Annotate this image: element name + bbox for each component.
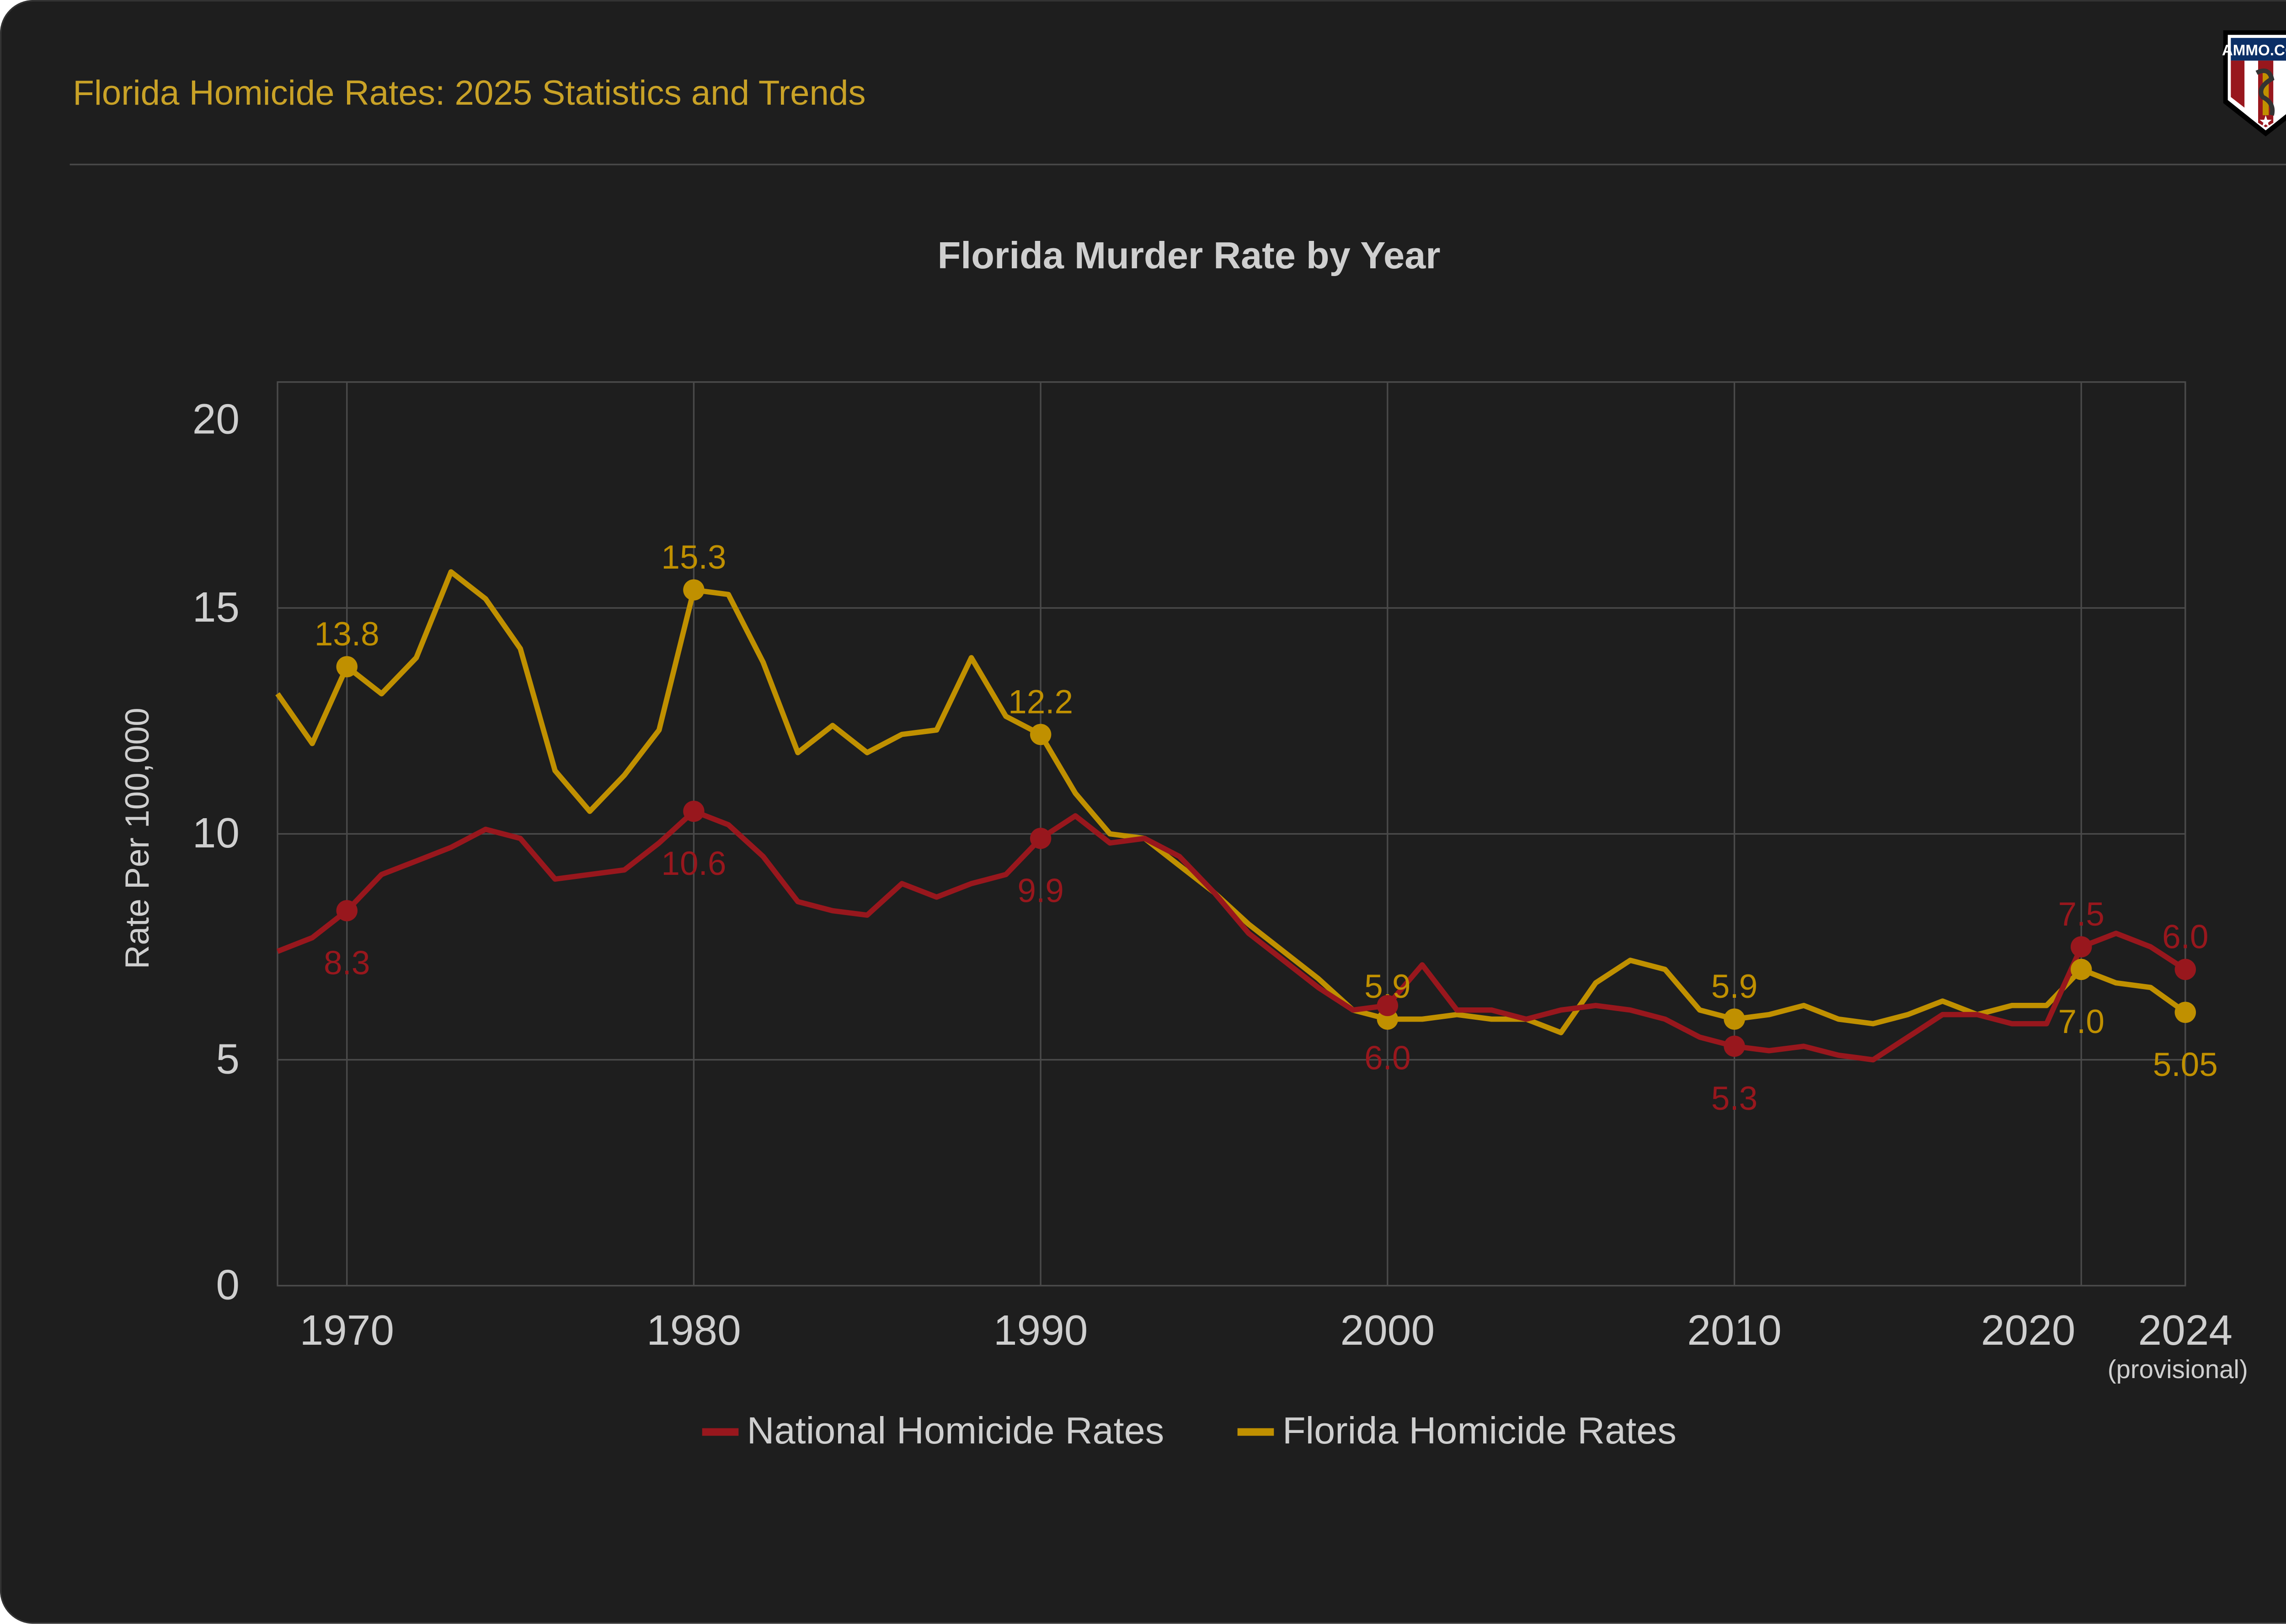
y-axis-label: Rate Per 100,000 bbox=[119, 708, 156, 969]
x-tick-label: 2024 bbox=[2138, 1306, 2233, 1354]
x-tick-label: 1990 bbox=[993, 1306, 1088, 1354]
x-tick-label: 1980 bbox=[646, 1306, 741, 1354]
legend-swatch-national bbox=[701, 1428, 738, 1436]
data-point bbox=[1724, 1008, 1745, 1030]
data-point bbox=[1030, 828, 1052, 849]
data-label: 8.3 bbox=[324, 945, 370, 982]
data-label: 10.6 bbox=[661, 845, 726, 882]
data-point bbox=[1724, 1035, 1745, 1057]
data-label: 5.3 bbox=[1711, 1080, 1757, 1117]
data-label: 7.5 bbox=[2058, 896, 2104, 933]
x-tick-sublabel: (provisional) bbox=[2108, 1355, 2248, 1384]
data-label: 6.0 bbox=[1364, 1039, 1410, 1076]
legend-item-florida[interactable]: Florida Homicide Rates bbox=[1237, 1410, 1677, 1454]
data-label: 7.0 bbox=[2058, 1003, 2104, 1040]
page-title: Florida Homicide Rates: 2025 Statistics … bbox=[73, 73, 866, 112]
y-tick-label: 20 bbox=[192, 395, 240, 443]
y-tick-label: 15 bbox=[192, 583, 240, 631]
legend-swatch-florida bbox=[1237, 1428, 1274, 1436]
data-point bbox=[1377, 995, 1399, 1017]
data-label: 15.3 bbox=[661, 539, 726, 576]
data-point bbox=[336, 656, 358, 677]
legend-item-national[interactable]: National Homicide Rates bbox=[701, 1410, 1164, 1454]
legend-label: Florida Homicide Rates bbox=[1282, 1410, 1677, 1453]
data-label: 5.05 bbox=[2153, 1046, 2218, 1083]
data-label: 12.2 bbox=[1008, 683, 1073, 720]
legend-label: National Homicide Rates bbox=[747, 1410, 1164, 1453]
data-point bbox=[2070, 936, 2092, 958]
data-label: 9.9 bbox=[1017, 873, 1063, 910]
data-point bbox=[683, 579, 705, 601]
data-point bbox=[683, 800, 705, 822]
chart-title: Florida Murder Rate by Year bbox=[937, 235, 1441, 278]
data-point bbox=[2070, 958, 2092, 980]
ammo-com-logo: AMMO.COM bbox=[2222, 30, 2286, 137]
data-point bbox=[2174, 958, 2196, 980]
x-tick-label: 2010 bbox=[1687, 1306, 1782, 1354]
data-label: 5.9 bbox=[1711, 968, 1757, 1005]
legend: National Homicide Rates Florida Homicide… bbox=[0, 1410, 2286, 1454]
data-label: 6.0 bbox=[2162, 918, 2208, 955]
y-tick-label: 10 bbox=[192, 809, 240, 857]
data-point bbox=[336, 900, 358, 921]
series-line-national bbox=[276, 809, 2187, 1063]
x-tick-label: 2000 bbox=[1341, 1306, 1435, 1354]
svg-text:AMMO.COM: AMMO.COM bbox=[2222, 42, 2286, 59]
data-point bbox=[1030, 724, 1052, 745]
header-divider bbox=[69, 164, 2286, 165]
data-label: 13.8 bbox=[315, 616, 379, 653]
y-tick-label: 0 bbox=[216, 1261, 240, 1309]
series-line-florida bbox=[275, 569, 2187, 1036]
x-tick-label: 1970 bbox=[299, 1306, 394, 1354]
x-tick-label: 2020 bbox=[1981, 1306, 2076, 1354]
data-point bbox=[2174, 1001, 2196, 1023]
y-tick-label: 5 bbox=[216, 1035, 240, 1082]
